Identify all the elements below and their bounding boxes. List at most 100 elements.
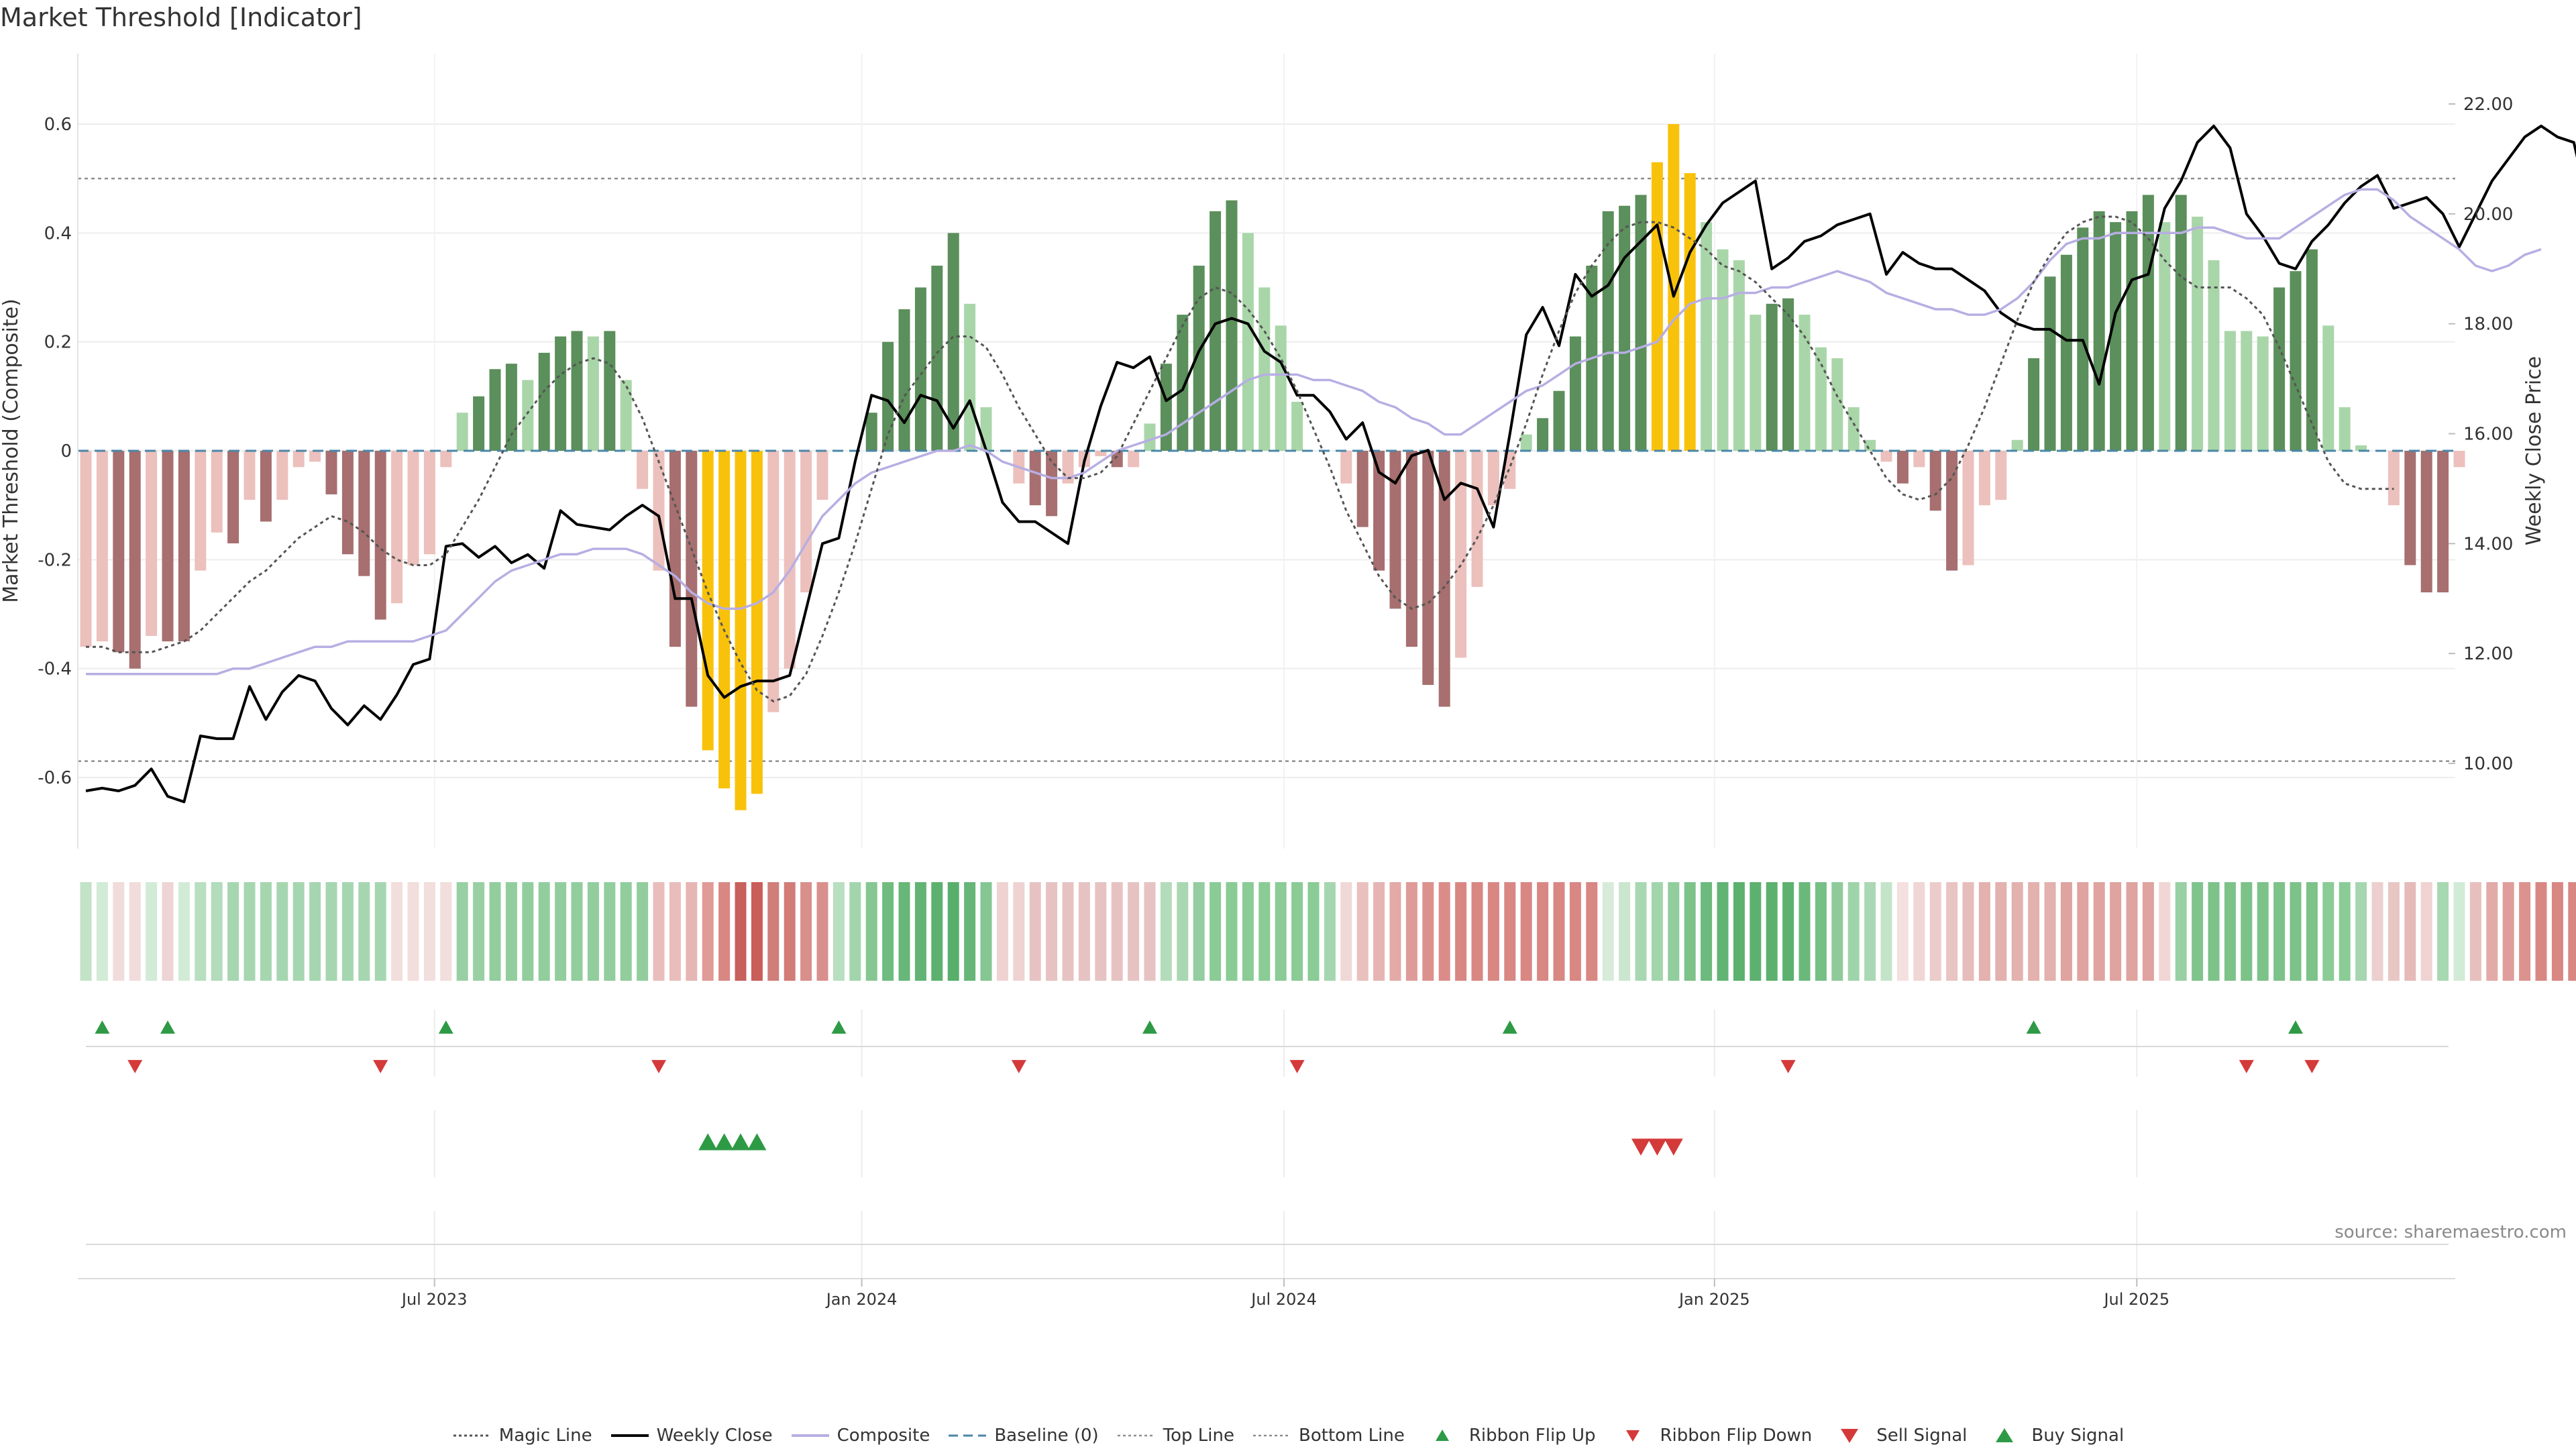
ribbon-flip-up-marker	[1142, 1020, 1157, 1034]
legend-swatch	[1253, 1434, 1291, 1437]
composite-bar	[637, 451, 649, 489]
ribbon-cell	[1356, 882, 1368, 981]
composite-bar	[1896, 451, 1909, 484]
composite-bar	[1701, 222, 1713, 451]
ribbon-cell	[113, 882, 125, 981]
composite-bar	[1880, 451, 1892, 462]
ribbon-cell	[407, 882, 419, 981]
composite-bar	[2175, 195, 2187, 451]
ribbon-cell	[1684, 882, 1696, 981]
ribbon-cell	[931, 882, 943, 981]
composite-bar	[1095, 451, 1107, 457]
ribbon-cell	[538, 882, 550, 981]
ribbon-cell	[2355, 882, 2367, 981]
ribbon-cell	[2437, 882, 2449, 981]
ribbon-cell	[489, 882, 501, 981]
composite-bar	[505, 364, 517, 451]
composite-bar	[2420, 451, 2432, 593]
ribbon-cell	[1651, 882, 1663, 981]
composite-bar	[358, 451, 370, 576]
legend-swatch	[610, 1434, 649, 1437]
composite-bar	[1799, 315, 1811, 451]
ribbon-cell	[1013, 882, 1025, 981]
ribbon-cell	[1422, 882, 1434, 981]
composite-bar	[325, 451, 337, 494]
ribbon-cell	[996, 882, 1008, 981]
legend-label: Weekly Close	[656, 1426, 773, 1446]
composite-bar	[2339, 407, 2351, 451]
composite-bar	[423, 451, 435, 555]
buy-signal-marker	[698, 1133, 718, 1150]
legend-swatch	[1996, 1428, 2014, 1442]
composite-bar	[2387, 451, 2400, 506]
composite-bar	[1275, 325, 1287, 451]
composite-bar	[489, 369, 501, 451]
ribbon-flip-up-marker	[438, 1020, 453, 1034]
x-tick-label: Jul 2024	[1250, 1290, 1317, 1309]
composite-bar	[456, 413, 468, 451]
composite-bar	[341, 451, 354, 555]
ribbon-cell	[1405, 882, 1417, 981]
composite-bar	[113, 451, 125, 653]
ribbon-cell	[195, 882, 207, 981]
buy-signal-marker	[731, 1133, 750, 1150]
composite-bar	[1717, 249, 1729, 451]
composite-bar	[686, 451, 698, 707]
ribbon-cell	[1750, 882, 1762, 981]
composite-bar	[914, 287, 926, 451]
composite-bar	[2453, 451, 2465, 468]
ribbon-cell	[1668, 882, 1680, 981]
legend-swatch	[791, 1434, 829, 1437]
ribbon-cell	[1504, 882, 1516, 981]
sell-signal-marker	[1664, 1138, 1683, 1156]
y-tick-label: 0.2	[44, 333, 72, 353]
composite-bar	[2257, 336, 2269, 451]
composite-bar	[1978, 451, 1990, 506]
composite-bar	[1766, 303, 1778, 451]
composite-bar	[571, 331, 583, 451]
ribbon-cell	[2568, 882, 2576, 981]
composite-bar	[1831, 358, 1843, 451]
magic-line	[86, 215, 2394, 702]
composite-bar	[2028, 358, 2040, 451]
composite-bar	[440, 451, 452, 468]
legend-label: Baseline (0)	[994, 1426, 1099, 1446]
ribbon-flip-down-marker	[1289, 1060, 1305, 1073]
composite-bar	[211, 451, 223, 533]
composite-bar	[669, 451, 681, 647]
ribbon-cell	[1062, 882, 1074, 981]
ribbon-cell	[1782, 882, 1794, 981]
composite-bar	[276, 451, 288, 500]
ribbon-flip-up-marker	[2288, 1020, 2303, 1034]
composite-bar	[2093, 211, 2105, 451]
ribbon-cell	[2519, 882, 2531, 981]
composite-bar	[1291, 401, 1303, 451]
ribbon-cell	[2551, 882, 2563, 981]
ribbon-cell	[718, 882, 731, 981]
legend-item: Top Line	[1116, 1426, 1234, 1446]
ribbon-cell	[2387, 882, 2400, 981]
ribbon-cell	[555, 882, 567, 981]
y-axis-label: Market Threshold (Composite)	[0, 299, 23, 603]
ribbon-cell	[1095, 882, 1107, 981]
legend-label: Sell Signal	[1876, 1426, 1968, 1446]
ribbon-cell	[2110, 882, 2122, 981]
ribbon-cell	[2159, 882, 2171, 981]
composite-bar	[620, 380, 632, 451]
ribbon-cell	[2502, 882, 2514, 981]
buy-signal-marker	[747, 1133, 767, 1150]
ribbon-cell	[1455, 882, 1467, 981]
ribbon-cell	[2290, 882, 2302, 981]
composite-bar	[718, 451, 731, 789]
ribbon-cell	[1275, 882, 1287, 981]
composite-bar	[195, 451, 207, 571]
ribbon-cell	[1635, 882, 1647, 981]
composite-bar	[1569, 336, 1581, 451]
composite-bar	[980, 407, 992, 451]
composite-bar	[1455, 451, 1467, 658]
ribbon-cell	[571, 882, 583, 981]
x-tick-label: Jan 2025	[1678, 1290, 1750, 1309]
ribbon-cell	[227, 882, 239, 981]
composite-bar	[604, 331, 616, 451]
composite-bar	[1405, 451, 1417, 647]
